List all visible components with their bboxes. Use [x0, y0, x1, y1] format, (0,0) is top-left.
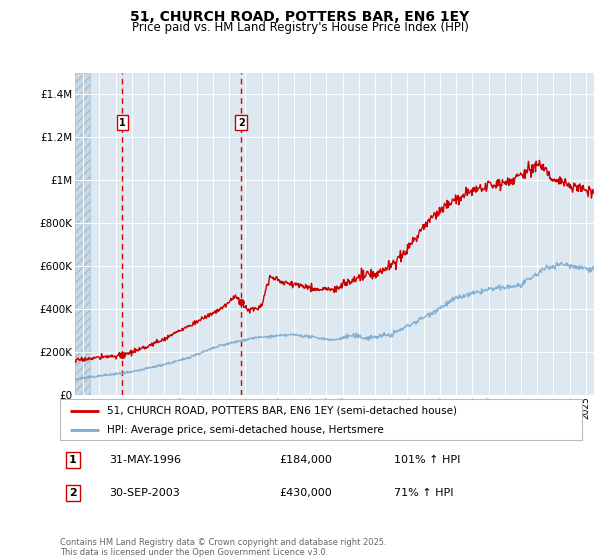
Text: Price paid vs. HM Land Registry's House Price Index (HPI): Price paid vs. HM Land Registry's House … [131, 21, 469, 34]
Text: 101% ↑ HPI: 101% ↑ HPI [394, 455, 460, 465]
Text: 71% ↑ HPI: 71% ↑ HPI [394, 488, 454, 498]
Text: 30-SEP-2003: 30-SEP-2003 [110, 488, 181, 498]
Text: 1: 1 [69, 455, 77, 465]
Text: 31-MAY-1996: 31-MAY-1996 [110, 455, 182, 465]
Bar [75, 73, 90, 395]
Text: 1: 1 [119, 118, 126, 128]
Text: 2: 2 [238, 118, 245, 128]
Text: £184,000: £184,000 [279, 455, 332, 465]
Text: 51, CHURCH ROAD, POTTERS BAR, EN6 1EY (semi-detached house): 51, CHURCH ROAD, POTTERS BAR, EN6 1EY (s… [107, 405, 457, 416]
Text: Contains HM Land Registry data © Crown copyright and database right 2025.
This d: Contains HM Land Registry data © Crown c… [60, 538, 386, 557]
Text: HPI: Average price, semi-detached house, Hertsmere: HPI: Average price, semi-detached house,… [107, 424, 384, 435]
Text: £430,000: £430,000 [279, 488, 332, 498]
Text: 2: 2 [69, 488, 77, 498]
Text: 51, CHURCH ROAD, POTTERS BAR, EN6 1EY: 51, CHURCH ROAD, POTTERS BAR, EN6 1EY [130, 10, 470, 24]
